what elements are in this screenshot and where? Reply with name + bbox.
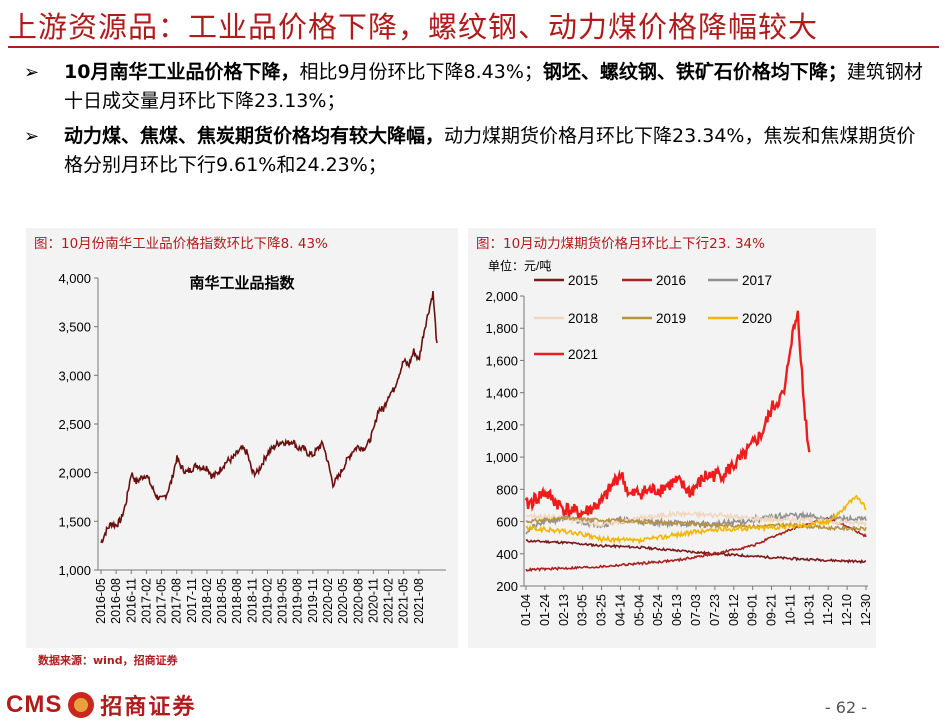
arrow-right-icon: ➢ xyxy=(24,126,40,147)
x-tick-label: 2020-11 xyxy=(366,578,380,623)
x-tick-label: 08-12 xyxy=(727,594,741,626)
y-tick-label: 2,000 xyxy=(485,289,518,304)
x-tick-label: 09-01 xyxy=(746,594,760,626)
x-tick-label: 2020-05 xyxy=(336,578,350,624)
unit-label: 单位：元/吨 xyxy=(488,258,551,273)
y-tick-label: 1,000 xyxy=(58,563,91,578)
x-tick-label: 2020-08 xyxy=(351,578,365,624)
y-tick-label: 2,500 xyxy=(58,417,91,432)
legend-label-2021: 2021 xyxy=(568,347,598,362)
x-tick-label: 10-31 xyxy=(802,594,816,626)
logo-cn-text: 招商证券 xyxy=(100,695,197,720)
coal-futures-chart: 单位：元/吨 200 400 600 800 1,000 1,200 1,400 1,600 1,… xyxy=(485,258,873,626)
x-tick-label: 2019-05 xyxy=(276,578,290,624)
x-tick-label: 2016-05 xyxy=(94,578,108,624)
y-tick-label: 3,500 xyxy=(58,320,91,335)
chart-panel-coal: 图：10月动力煤期货价格月环比上下行23. 34% 单位：元/吨 200 400 60… xyxy=(468,228,876,648)
chart-panel-nanhua: 图：10月份南华工业品价格指数环比下降8. 43% 1,000 1,500 2,00… xyxy=(26,228,458,648)
bullet-item-2: ➢ 动力煤、焦煤、焦炭期货价格均有较大降幅，动力煤期货价格月环比下降23.34%… xyxy=(24,122,924,180)
x-tick-label: 03-25 xyxy=(595,594,609,626)
logo-mark-icon xyxy=(68,692,95,718)
x-tick-label: 2019-11 xyxy=(306,578,320,623)
y-tick-label: 1,200 xyxy=(485,418,518,433)
x-tick-label: 09-21 xyxy=(765,594,779,626)
legend-label-nanhua: 南华工业品指数 xyxy=(189,274,295,292)
x-tick-label: 05-04 xyxy=(632,594,646,626)
page-number: - 62 - xyxy=(824,698,867,717)
x-tick-label: 2018-02 xyxy=(200,578,214,624)
y-tick-label: 800 xyxy=(496,482,518,497)
x-tick-label: 07-23 xyxy=(708,594,722,626)
x-tick-label: 2021-05 xyxy=(397,578,411,624)
series-line-2019 xyxy=(525,515,867,532)
x-tick-label: 12-30 xyxy=(859,594,873,626)
series-line-2021 xyxy=(524,310,811,519)
bullet-1-bold: 10月南华工业品价格下降， xyxy=(64,61,300,83)
y-tick-label: 3,000 xyxy=(58,368,91,383)
bullet-list: ➢ 10月南华工业品价格下降，相比9月份环比下降8.43%；钢坯、螺纹钢、铁矿石… xyxy=(24,58,924,186)
x-tick-label: 2020-02 xyxy=(321,578,335,624)
legend-label-2020: 2020 xyxy=(742,311,772,326)
title-underline xyxy=(8,46,939,48)
y-tick-label: 1,800 xyxy=(485,321,518,336)
arrow-right-icon: ➢ xyxy=(24,62,40,83)
x-tick-label: 2017-08 xyxy=(170,578,184,624)
y-tick-label: 1,500 xyxy=(58,514,91,529)
y-tick-label: 1,000 xyxy=(485,450,518,465)
legend-label-2016: 2016 xyxy=(656,273,686,288)
series-line-2015 xyxy=(525,538,867,565)
bullet-2-bold: 动力煤、焦煤、焦炭期货价格均有较大降幅， xyxy=(64,125,445,147)
x-tick-label: 11-20 xyxy=(821,594,835,625)
x-tick-label: 2021-02 xyxy=(382,578,396,624)
chart-caption-coal: 图：10月动力煤期货价格月环比上下行23. 34% xyxy=(476,236,765,252)
x-tick-label: 03-05 xyxy=(576,594,590,626)
x-tick-label: 01-24 xyxy=(538,594,552,626)
y-tick-label: 400 xyxy=(496,547,518,562)
x-tick-label: 2018-08 xyxy=(230,578,244,624)
bullet-1-bold2: 钢坯、螺纹钢、铁矿石价格均下降； xyxy=(542,61,847,83)
y-tick-label: 1,600 xyxy=(485,353,518,368)
x-tick-label: 2018-11 xyxy=(245,578,259,623)
x-tick-label: 04-14 xyxy=(613,594,627,626)
bullet-1-text: 相比9月份环比下降8.43%； xyxy=(299,61,543,83)
x-tick-label: 2017-02 xyxy=(139,578,153,624)
chart-caption-nanhua: 图：10月份南华工业品价格指数环比下降8. 43% xyxy=(34,236,328,252)
nanhua-index-chart: 1,000 1,500 2,000 2,500 3,000 3,500 4,000 2016-… xyxy=(58,271,446,624)
y-tick-label: 1,400 xyxy=(485,386,518,401)
cms-logo: CMS 招商证券 xyxy=(6,690,196,720)
x-tick-label: 2018-05 xyxy=(215,578,229,624)
x-tick-label: 02-13 xyxy=(557,594,571,626)
x-tick-label: 06-13 xyxy=(670,594,684,626)
y-tick-label: 2,000 xyxy=(58,466,91,481)
series-line-2020 xyxy=(525,494,867,545)
x-tick-label: 07-03 xyxy=(689,594,703,626)
x-tick-label: 2021-08 xyxy=(412,578,426,624)
legend-label-2019: 2019 xyxy=(656,311,686,326)
x-tick-label: 2019-02 xyxy=(260,578,274,624)
x-tick-label: 01-04 xyxy=(519,594,533,626)
y-tick-label: 600 xyxy=(496,515,518,530)
logo-text: CMS xyxy=(6,691,63,718)
x-tick-label: 05-24 xyxy=(651,594,665,626)
bullet-item-1: ➢ 10月南华工业品价格下降，相比9月份环比下降8.43%；钢坯、螺纹钢、铁矿石… xyxy=(24,58,924,116)
bullet-1-text2: 建筑钢材十日成交量月环比下降23.13%； xyxy=(64,61,923,112)
x-tick-label: 2016-11 xyxy=(124,578,138,623)
bullet-2-text: 动力煤期货价格月环比下降23.34%，焦炭和焦煤期货价格分别月环比下行9.61%… xyxy=(64,125,916,176)
x-tick-label: 10-11 xyxy=(783,594,797,625)
y-tick-label: 4,000 xyxy=(58,271,91,286)
nanhua-index-line xyxy=(100,291,438,544)
legend-label-2017: 2017 xyxy=(742,273,772,288)
legend-label-2015: 2015 xyxy=(568,273,598,288)
x-tick-label: 2016-08 xyxy=(109,578,123,624)
y-tick-label: 200 xyxy=(496,579,518,594)
page-title: 上游资源品：工业品价格下降，螺纹钢、动力煤价格降幅较大 xyxy=(8,10,819,44)
legend-label-2018: 2018 xyxy=(568,311,598,326)
x-tick-label: 2017-11 xyxy=(185,578,199,623)
x-tick-label: 12-10 xyxy=(840,594,854,626)
x-tick-label: 2019-08 xyxy=(291,578,305,624)
x-tick-label: 2017-05 xyxy=(155,578,169,624)
data-source-note: 数据来源：wind，招商证券 xyxy=(38,654,178,667)
